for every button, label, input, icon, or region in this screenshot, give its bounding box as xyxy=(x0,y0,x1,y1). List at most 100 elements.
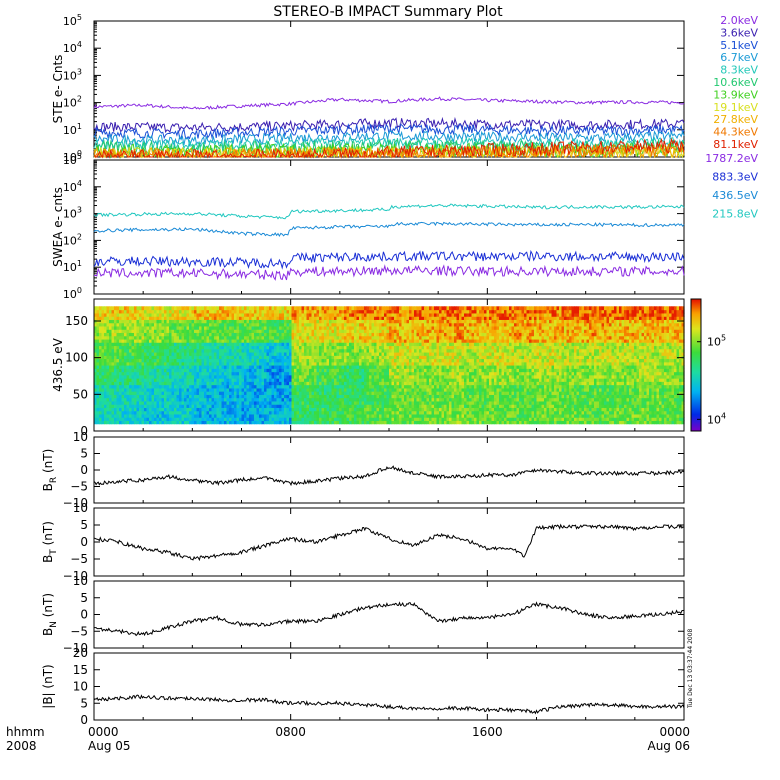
heatmap-cell xyxy=(424,378,428,382)
heatmap-cell xyxy=(119,365,123,369)
heatmap-cell xyxy=(256,306,260,311)
heatmap-cell xyxy=(99,332,103,337)
heatmap-cell xyxy=(234,345,238,350)
heatmap-cell xyxy=(191,417,195,421)
heatmap-cell xyxy=(339,309,343,314)
heatmap-cell xyxy=(159,400,163,405)
heatmap-cell xyxy=(246,420,250,425)
heatmap-cell xyxy=(281,397,285,402)
heatmap-cell xyxy=(336,325,340,330)
heatmap-cell xyxy=(259,417,263,421)
heatmap-cell xyxy=(411,342,415,347)
heatmap-cell xyxy=(124,309,128,314)
heatmap-cell xyxy=(381,306,385,311)
heatmap-cell xyxy=(276,400,280,405)
heatmap-cell xyxy=(411,397,415,402)
heatmap-cell xyxy=(339,394,343,399)
heatmap-cell xyxy=(261,368,265,373)
heatmap-cell xyxy=(341,325,345,330)
heatmap-cell xyxy=(209,342,213,347)
heatmap-cell xyxy=(294,420,298,425)
heatmap-cell xyxy=(129,397,133,402)
heatmap-cell xyxy=(179,400,183,405)
heatmap-cell xyxy=(419,332,423,337)
heatmap-cell xyxy=(424,394,428,399)
heatmap-cell xyxy=(356,345,360,350)
heatmap-cell xyxy=(136,371,140,376)
heatmap-cell xyxy=(409,384,413,389)
y-axis-label-text: SWEA e- cnts xyxy=(51,187,65,267)
heatmap-cell xyxy=(234,355,238,360)
heatmap-cell xyxy=(151,410,155,415)
heatmap-cell xyxy=(256,316,260,320)
heatmap-cell xyxy=(351,352,355,356)
heatmap-cell xyxy=(366,316,370,320)
heatmap-cell xyxy=(214,387,218,392)
heatmap-cell xyxy=(291,384,295,389)
heatmap-cell xyxy=(291,355,295,360)
heatmap-cell xyxy=(116,381,120,386)
heatmap-cell xyxy=(234,316,238,320)
heatmap-cell xyxy=(329,332,333,337)
heatmap-cell xyxy=(386,387,390,392)
heatmap-cell xyxy=(411,368,415,373)
heatmap-cell xyxy=(221,355,225,360)
heatmap-cell xyxy=(284,381,288,386)
heatmap-cell xyxy=(236,322,240,327)
heatmap-cell xyxy=(276,374,280,379)
heatmap-cell xyxy=(256,332,260,337)
heatmap-cell xyxy=(171,329,175,333)
heatmap-cell xyxy=(304,365,308,369)
heatmap-cell xyxy=(231,316,235,320)
heatmap-cell xyxy=(239,345,243,350)
heatmap-cell xyxy=(219,381,223,386)
heatmap-cell xyxy=(359,345,363,350)
heatmap-cell xyxy=(354,371,358,376)
heatmap-cell xyxy=(396,371,400,376)
heatmap-cell xyxy=(251,384,255,389)
heatmap-cell xyxy=(384,348,388,353)
heatmap-cell xyxy=(146,391,150,395)
heatmap-cell xyxy=(226,420,230,425)
heatmap-cell xyxy=(349,410,353,415)
heatmap-cell xyxy=(194,348,198,353)
heatmap-cell xyxy=(164,381,168,386)
heatmap-cell xyxy=(169,338,173,343)
heatmap-cell xyxy=(261,352,265,356)
heatmap-cell xyxy=(139,365,143,369)
heatmap-cell xyxy=(296,407,300,412)
heatmap-cell xyxy=(289,410,293,415)
heatmap-cell xyxy=(216,410,220,415)
heatmap-cell xyxy=(254,358,258,363)
heatmap-cell xyxy=(101,348,105,353)
heatmap-cell xyxy=(129,312,133,317)
heatmap-cell xyxy=(231,306,235,311)
heatmap-cell xyxy=(399,371,403,376)
heatmap-cell xyxy=(231,413,235,418)
heatmap-cell xyxy=(129,355,133,360)
heatmap-cell xyxy=(259,358,263,363)
heatmap-cell xyxy=(389,374,393,379)
heatmap-cell xyxy=(209,387,213,392)
heatmap-cell xyxy=(159,410,163,415)
heatmap-cell xyxy=(231,352,235,356)
heatmap-cell xyxy=(164,348,168,353)
heatmap-cell xyxy=(369,417,373,421)
heatmap-cell xyxy=(126,420,130,425)
heatmap-cell xyxy=(101,309,105,314)
heatmap-cell xyxy=(339,329,343,333)
heatmap-cell xyxy=(256,374,260,379)
heatmap-cell xyxy=(184,316,188,320)
heatmap-cell xyxy=(101,312,105,317)
heatmap-cell xyxy=(139,348,143,353)
heatmap-cell xyxy=(119,404,123,408)
heatmap-cell xyxy=(104,329,108,333)
heatmap-cell xyxy=(96,322,100,327)
heatmap-cell xyxy=(229,397,233,402)
heatmap-cell xyxy=(211,407,215,412)
heatmap-cell xyxy=(229,371,233,376)
heatmap-cell xyxy=(164,378,168,382)
heatmap-cell xyxy=(399,387,403,392)
heatmap-cell xyxy=(164,391,168,395)
heatmap-cell xyxy=(394,355,398,360)
